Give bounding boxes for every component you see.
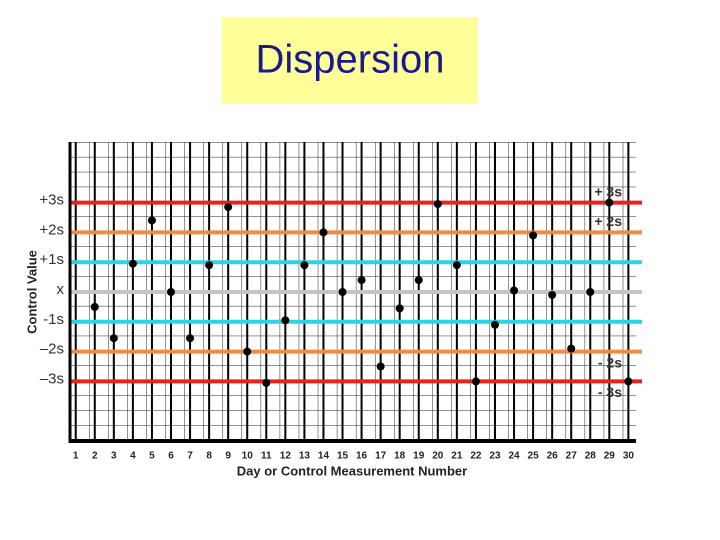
x-tick-label: 5 (149, 451, 155, 462)
data-point (452, 261, 461, 270)
chart-title: Dispersion (256, 38, 445, 82)
data-point (281, 316, 290, 325)
annotation: + 2s (594, 213, 622, 229)
x-tick-label: 12 (280, 451, 292, 462)
y-tick-label: +1s (39, 251, 64, 268)
annotation: - 2s (598, 354, 622, 370)
x-tick-label: 17 (375, 451, 387, 462)
data-point (319, 228, 328, 237)
x-tick-label: 1 (73, 451, 79, 462)
x-tick-label: 14 (318, 451, 330, 462)
data-point (167, 288, 176, 296)
data-point (357, 276, 366, 285)
y-tick-label: +3s (39, 192, 64, 209)
y-tick-label: +2s (39, 221, 64, 238)
annotation: + 3s (594, 183, 622, 199)
x-tick-label: 11 (261, 451, 272, 462)
x-tick-label: 13 (299, 451, 311, 462)
data-point (433, 200, 442, 209)
data-point (262, 378, 271, 387)
x-tick-label: 16 (356, 451, 368, 462)
data-point (243, 347, 252, 356)
data-point (548, 290, 557, 299)
x-tick-label: 27 (566, 451, 578, 462)
x-tick-label: 20 (432, 451, 444, 462)
x-tick-label: 19 (413, 451, 425, 462)
y-tick-label: x (57, 281, 65, 298)
x-tick-label: 2 (92, 451, 98, 462)
data-point (395, 304, 404, 313)
data-point (586, 288, 595, 296)
x-tick-label: 18 (394, 451, 406, 462)
x-tick-label: 6 (168, 451, 174, 462)
x-tick-label: 9 (225, 451, 231, 462)
x-tick-label: 23 (489, 451, 501, 462)
y-axis-label: Control Value (24, 250, 39, 334)
x-tick-label: 25 (528, 451, 540, 462)
x-tick-label: 21 (451, 451, 463, 462)
data-point (128, 259, 137, 268)
y-tick-label: -1s (43, 311, 64, 328)
data-point (605, 198, 614, 207)
data-point (624, 377, 633, 386)
x-tick-label: 24 (508, 451, 520, 462)
data-point (567, 344, 576, 353)
title-box (222, 17, 478, 103)
y-tick-label: –3s (40, 370, 64, 387)
data-point (205, 261, 214, 270)
data-point (224, 203, 233, 212)
x-tick-label: 8 (206, 451, 212, 462)
x-axis-label: Day or Control Measurement Number (237, 463, 467, 478)
data-point (109, 334, 118, 343)
x-tick-label: 28 (585, 451, 597, 462)
data-point (414, 276, 423, 285)
x-tick-label: 26 (547, 451, 559, 462)
data-point (529, 231, 538, 240)
data-point (338, 288, 347, 296)
x-tick-label: 10 (242, 451, 254, 462)
data-point (490, 320, 499, 329)
x-tick-label: 15 (337, 451, 349, 462)
data-point (147, 216, 156, 225)
y-tick-label: –2s (40, 341, 64, 358)
data-point (471, 377, 480, 386)
x-tick-label: 3 (111, 451, 117, 462)
x-tick-label: 22 (470, 451, 482, 462)
data-point (510, 286, 519, 295)
data-point (186, 334, 195, 343)
data-point (90, 302, 99, 311)
x-tick-label: 30 (623, 451, 635, 462)
data-point (376, 362, 385, 371)
x-tick-label: 29 (604, 451, 616, 462)
x-tick-label: 7 (187, 451, 193, 462)
x-tick-label: 4 (130, 451, 136, 462)
data-point (300, 261, 309, 270)
annotation: - 3s (598, 384, 622, 400)
